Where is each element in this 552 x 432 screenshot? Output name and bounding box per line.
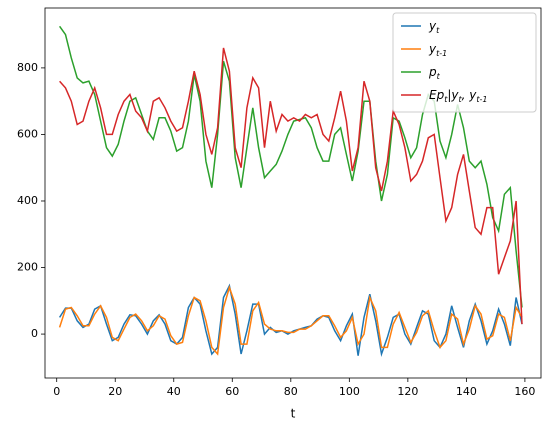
legend-label: pt xyxy=(428,65,441,82)
x-tick-label: 20 xyxy=(108,385,122,398)
series-line xyxy=(58,25,523,308)
y-tick-label: 0 xyxy=(31,327,38,340)
y-tick-label: 400 xyxy=(17,194,38,207)
x-tick-label: 40 xyxy=(167,385,181,398)
x-tick-label: 140 xyxy=(456,385,477,398)
legend-label: yt-1 xyxy=(428,42,447,59)
plot-frame xyxy=(44,7,542,379)
series-line xyxy=(58,285,523,356)
y-tick-label: 600 xyxy=(17,127,38,140)
x-tick-label: 60 xyxy=(225,385,239,398)
x-tick-label: 100 xyxy=(339,385,360,398)
x-tick-label: 0 xyxy=(53,385,60,398)
x-tick-label: 80 xyxy=(284,385,298,398)
x-tick-label: 160 xyxy=(514,385,535,398)
x-tick-label: 120 xyxy=(397,385,418,398)
y-tick-label: 800 xyxy=(17,61,38,74)
legend-label: Ept|yt, yt-1 xyxy=(429,88,488,105)
series-line xyxy=(59,47,523,325)
legend-label: yt xyxy=(428,19,440,36)
legend-box xyxy=(392,12,537,113)
x-axis-label: t xyxy=(291,407,296,421)
y-tick-label: 200 xyxy=(17,261,38,274)
